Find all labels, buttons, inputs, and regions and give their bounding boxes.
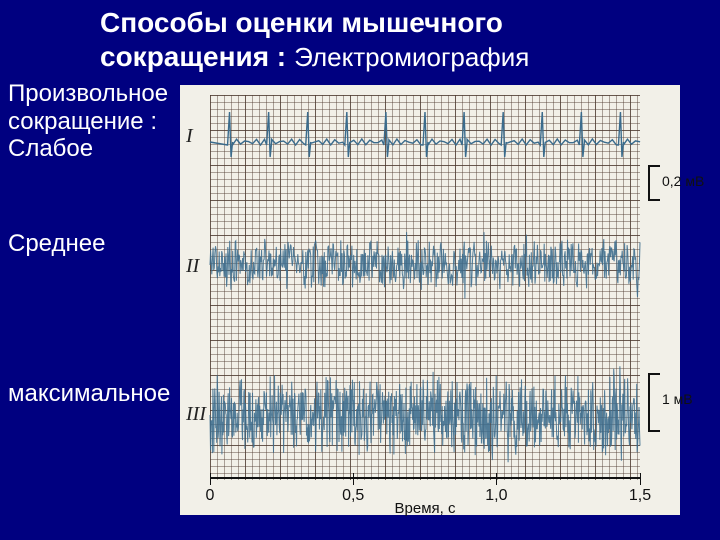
- emg-chart: I II III 0,2 мВ 1 мВ 0 0,5 1,0 1,5 Время, с: [180, 85, 680, 515]
- label-voluntary: Произвольное: [8, 80, 168, 108]
- label-medium: Среднее: [8, 230, 105, 258]
- x-tick: [496, 473, 497, 485]
- scalebar-large-label: 1 мВ: [662, 391, 693, 407]
- x-axis-title: Время, с: [395, 500, 456, 517]
- x-tick: [353, 473, 354, 485]
- scalebar-small-label: 0,2 мВ: [662, 173, 704, 189]
- emg-trace-max: [210, 350, 640, 480]
- scalebar-small: 0,2 мВ: [644, 165, 674, 201]
- trace-label-II: II: [186, 255, 199, 278]
- title-line2-wrap: сокращения : Электромиография: [100, 40, 660, 74]
- emg-trace-medium: [210, 215, 640, 315]
- x-tick: [210, 473, 211, 485]
- x-tick-label: 1,0: [485, 487, 507, 505]
- x-axis: 00,51,01,5 Время, с: [210, 477, 640, 511]
- scalebar-small-bar: [648, 165, 660, 201]
- label-weak-block: Произвольное сокращение : Слабое: [8, 80, 168, 163]
- label-max: максимальное: [8, 380, 170, 408]
- scalebar-large-bar: [648, 373, 660, 432]
- scalebar-large: 1 мВ: [644, 373, 674, 432]
- trace-label-III: III: [186, 403, 206, 426]
- x-tick: [640, 473, 641, 485]
- trace-label-I: I: [186, 125, 193, 148]
- x-tick-label: 0,5: [342, 487, 364, 505]
- x-tick-label: 1,5: [629, 487, 651, 505]
- emg-trace-weak: [210, 107, 640, 177]
- title-line2: сокращения :: [100, 40, 286, 74]
- label-weak: Слабое: [8, 135, 168, 163]
- label-contraction: сокращение :: [8, 108, 168, 136]
- x-tick-label: 0: [206, 487, 215, 505]
- slide-title: Способы оценки мышечного сокращения : Эл…: [100, 6, 660, 73]
- slide-subtitle: Электромиография: [294, 42, 529, 73]
- title-line1: Способы оценки мышечного: [100, 6, 660, 40]
